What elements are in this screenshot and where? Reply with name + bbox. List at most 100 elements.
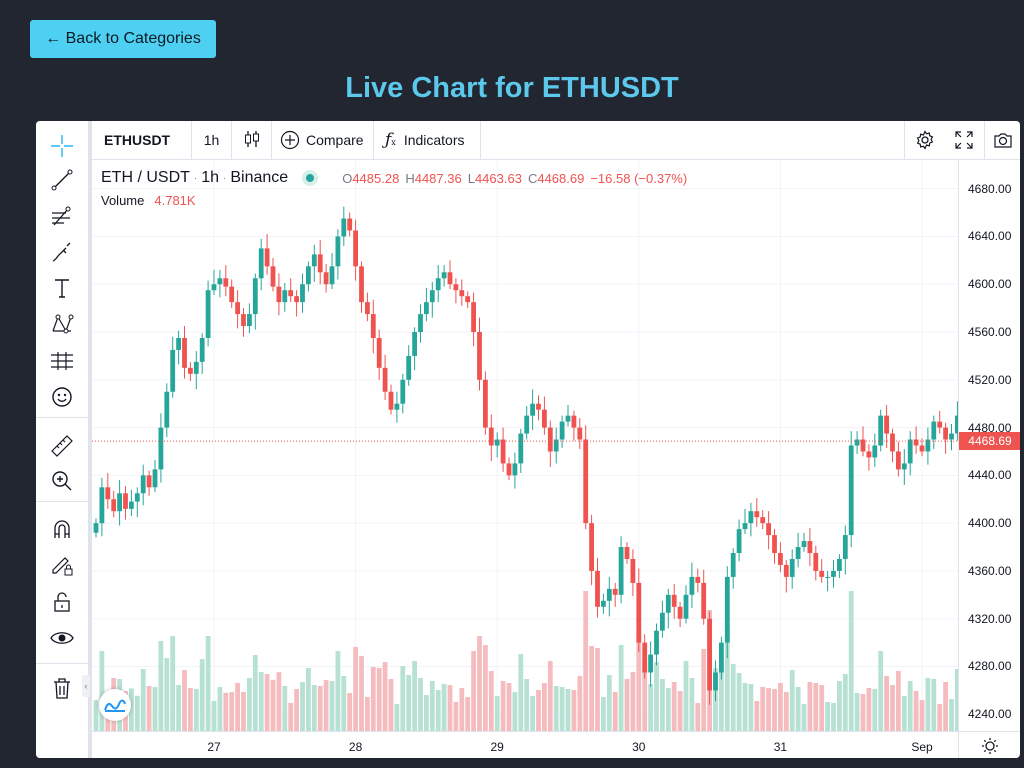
volume-bar	[754, 701, 760, 731]
volume-bar	[559, 687, 565, 731]
volume-bar	[789, 670, 795, 731]
candle-body	[341, 218, 347, 237]
volume-bar	[736, 673, 742, 731]
volume-bar	[601, 697, 606, 731]
interval-button[interactable]: 1h	[192, 121, 232, 159]
candle-body	[258, 248, 264, 279]
change-value: −16.58 (−0.37%)	[590, 170, 688, 186]
time-tick-label: 28	[348, 740, 363, 754]
volume-bar	[618, 645, 624, 731]
market-status-icon	[302, 170, 319, 186]
candle-body	[783, 564, 789, 577]
text-icon[interactable]	[44, 273, 80, 303]
time-axis[interactable]: 27 28 29 30 31 Sep	[92, 731, 958, 758]
price-tick-label: 4320.00	[968, 611, 1012, 626]
magnet-icon[interactable]	[44, 514, 80, 544]
volume-bar	[99, 651, 105, 731]
candle-body	[701, 582, 707, 619]
candle-body	[807, 541, 813, 554]
drawing-toolbar	[36, 121, 92, 758]
zoom-in-icon[interactable]	[44, 466, 80, 496]
volume-bar	[636, 633, 642, 731]
volume-bar	[353, 647, 358, 731]
fullscreen-button[interactable]	[944, 121, 984, 159]
price-tick-label: 4360.00	[968, 563, 1012, 578]
ruler-icon[interactable]	[44, 431, 80, 461]
compare-button[interactable]: Compare	[272, 121, 374, 159]
volume-bar	[907, 681, 913, 731]
candles-icon	[242, 129, 262, 152]
price-chart[interactable]	[92, 160, 958, 731]
emoji-icon[interactable]	[44, 382, 80, 412]
volume-bar	[642, 659, 648, 731]
candle-body	[542, 409, 547, 428]
tradingview-logo-icon[interactable]	[99, 689, 131, 721]
candle-body	[134, 493, 140, 502]
candle-body	[766, 523, 771, 536]
candle-body	[772, 535, 777, 554]
candle-body	[323, 272, 329, 285]
volume-bar	[152, 687, 158, 731]
volume-bar	[429, 681, 435, 731]
candle-body	[365, 302, 370, 315]
patterns-icon[interactable]	[44, 309, 80, 339]
candle-body	[724, 576, 730, 643]
trash-icon[interactable]	[44, 673, 80, 703]
candle-body	[435, 278, 441, 291]
volume-bar	[164, 658, 170, 731]
candle-body	[583, 439, 589, 524]
candle-body	[129, 501, 134, 509]
candle-body	[311, 254, 317, 267]
close-label: C	[527, 170, 538, 186]
candle-body	[270, 266, 276, 287]
volume-bar	[412, 661, 417, 731]
candle-body	[890, 433, 895, 452]
volume-bar	[854, 693, 860, 731]
candle-body	[488, 427, 494, 446]
toolbar-collapse-handle[interactable]: ‹	[82, 675, 90, 697]
settings-button[interactable]	[904, 121, 944, 159]
chart-style-button[interactable]	[232, 121, 272, 159]
volume-bar	[801, 704, 807, 731]
volume-label: Volume	[101, 193, 145, 208]
prediction-icon[interactable]	[44, 346, 80, 376]
candle-body	[937, 421, 943, 428]
price-tick-label: 4440.00	[968, 468, 1012, 483]
volume-bar	[223, 692, 229, 731]
fib-tools-icon[interactable]	[44, 201, 80, 231]
snapshot-button[interactable]	[984, 121, 1020, 159]
crosshair-icon[interactable]	[44, 131, 80, 161]
volume-bar	[837, 681, 842, 731]
trend-line-icon[interactable]	[44, 165, 80, 195]
symbol-search-button[interactable]: ETHUSDT	[92, 121, 192, 159]
volume-bar	[288, 703, 294, 731]
candle-body	[329, 266, 335, 285]
price-tick-label: 4600.00	[968, 277, 1012, 292]
chart-widget: ‹ ETHUSDT 1h Compare ƒx Indicators	[36, 121, 1020, 758]
volume-bar	[400, 666, 406, 731]
candle-body	[459, 290, 465, 297]
lock-drawing-icon[interactable]	[44, 550, 80, 580]
candle-body	[565, 415, 571, 422]
candle-body	[111, 499, 117, 512]
eye-icon[interactable]	[44, 623, 80, 653]
indicators-button[interactable]: ƒx Indicators	[374, 121, 481, 159]
candle-body	[429, 290, 435, 303]
candle-body	[553, 439, 559, 452]
price-axis[interactable]: 4680.00 4640.00 4600.00 4560.00 4520.00 4480.…	[958, 160, 1020, 731]
volume-bar	[612, 692, 618, 731]
back-to-categories-button[interactable]: ← Back to Categories	[30, 20, 216, 58]
volume-bar	[311, 685, 317, 731]
unlock-icon[interactable]	[44, 587, 80, 617]
candle-body	[789, 558, 795, 577]
candle-body	[795, 547, 801, 559]
volume-legend: Volume 4.781K	[101, 193, 196, 208]
volume-bar	[170, 636, 176, 731]
candle-body	[217, 278, 223, 285]
candle-body	[317, 254, 323, 273]
brush-icon[interactable]	[44, 238, 80, 268]
candle-body	[754, 511, 760, 518]
time-tick-label: 30	[632, 740, 646, 754]
axis-settings-button[interactable]	[958, 731, 1020, 758]
volume-bar	[949, 699, 954, 731]
